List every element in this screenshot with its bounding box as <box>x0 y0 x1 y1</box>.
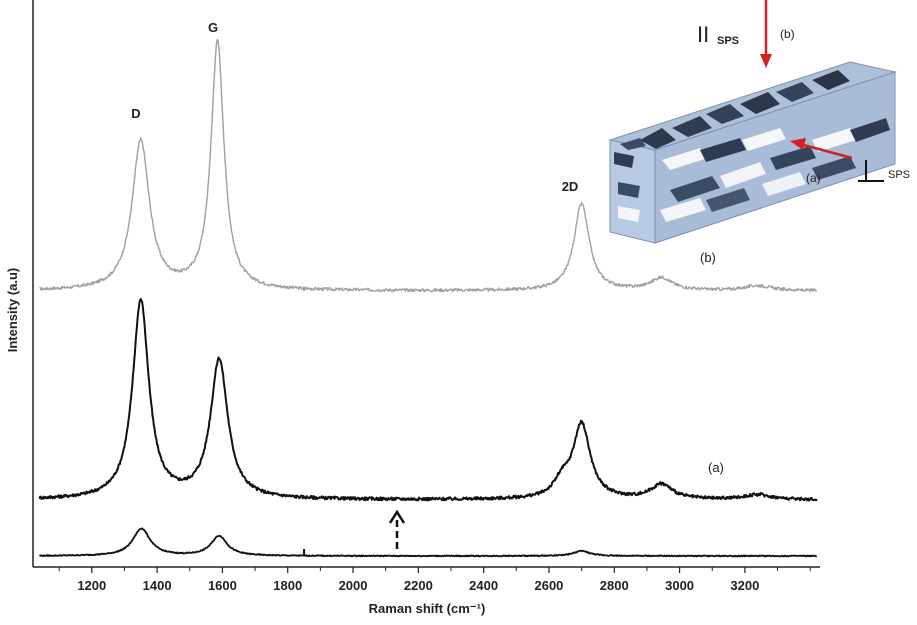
inset-arrow-a <box>799 142 853 160</box>
x-tick-label: 2400 <box>469 578 498 593</box>
perpendicular-symbol-icon <box>858 160 884 182</box>
inset-label-a: (a) <box>806 171 821 185</box>
x-ticks: 1200 1400 1600 1800 2000 2200 2400 2600 2800 3000… <box>58 567 811 593</box>
inset-label-parallel: II <box>697 22 709 47</box>
x-tick-label: 2600 <box>534 578 563 593</box>
y-axis-title: Intensity (a.u) <box>5 268 20 353</box>
x-axis-title: Raman shift (cm⁻¹) <box>369 601 486 616</box>
x-tick-label: 3200 <box>730 578 759 593</box>
series-group <box>38 38 818 558</box>
sample-inset: II SPS (b) (a) SPS <box>608 0 910 244</box>
x-tick-label: 3000 <box>665 578 694 593</box>
inset-label-parallel-sub: SPS <box>717 35 739 47</box>
x-tick-label: 1200 <box>77 578 106 593</box>
x-tick-label: 2800 <box>600 578 629 593</box>
series-line-reference <box>39 527 818 558</box>
x-tick-label: 1600 <box>208 578 237 593</box>
x-tick-label: 2000 <box>339 578 368 593</box>
series-label-a: (a) <box>708 460 724 475</box>
peak-label-d: D <box>131 106 140 121</box>
inset-label-perpendicular: SPS <box>888 169 910 181</box>
dashed-arrow-annotation <box>388 509 406 549</box>
inset-label-b: (b) <box>780 27 795 41</box>
series-line-b <box>39 38 818 293</box>
series-label-b: (b) <box>700 250 716 265</box>
x-tick-label: 1400 <box>143 578 172 593</box>
peak-label-g: G <box>208 20 218 35</box>
x-tick-label: 1800 <box>273 578 302 593</box>
series-line-a <box>38 298 818 502</box>
x-tick-label: 2200 <box>404 578 433 593</box>
peak-label-2d: 2D <box>562 179 579 194</box>
